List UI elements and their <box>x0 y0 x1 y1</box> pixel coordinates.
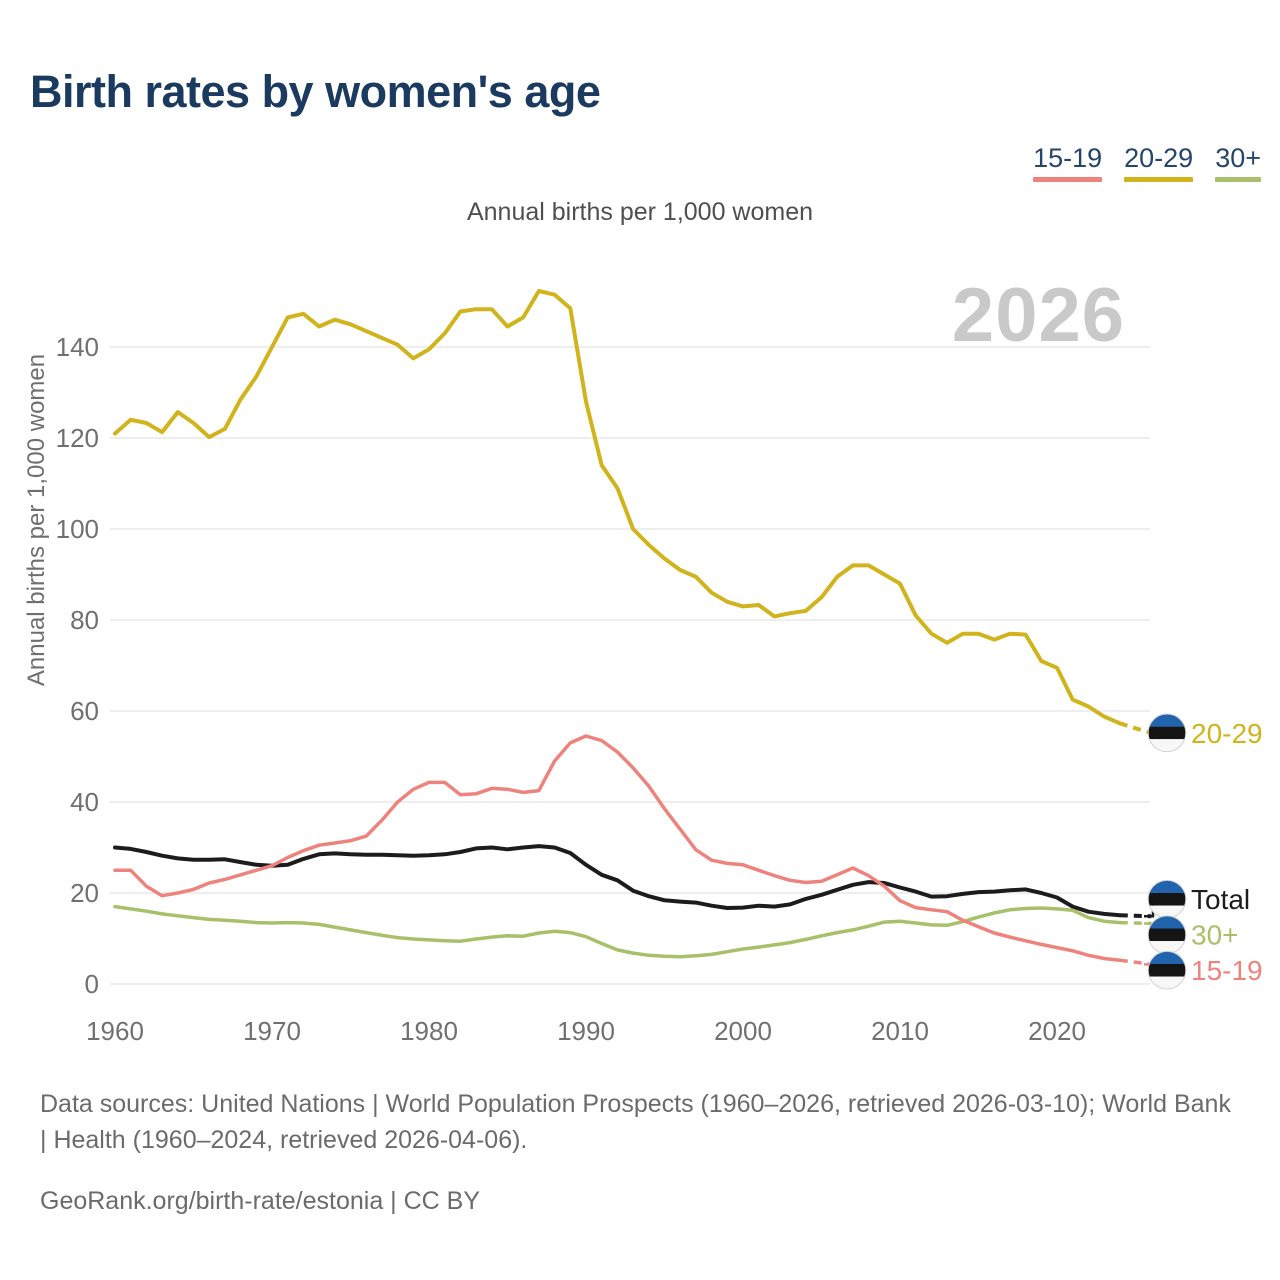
x-axis-tick-labels: 1960 1970 1980 1990 2000 2010 2020 <box>86 1016 1086 1046</box>
series-line-30+[interactable] <box>113 904 1122 959</box>
legend-color-bar <box>1124 177 1194 183</box>
x-tick-label: 1980 <box>400 1016 458 1046</box>
legend: 15-19 20-29 30+ <box>1033 143 1261 183</box>
data-sources-text: Data sources: United Nations | World Pop… <box>40 1090 1231 1154</box>
page-title: Birth rates by women's age <box>30 66 601 117</box>
y-tick-label: 100 <box>56 514 99 544</box>
y-tick-label: 0 <box>85 969 99 999</box>
legend-label: 30+ <box>1215 143 1261 173</box>
y-tick-label: 120 <box>56 423 99 453</box>
x-tick-label: 1970 <box>243 1016 301 1046</box>
series-line-dashed-15-19[interactable] <box>1119 958 1152 967</box>
legend-label: 20-29 <box>1124 143 1194 173</box>
x-tick-label: 2020 <box>1028 1016 1086 1046</box>
x-tick-label: 1960 <box>86 1016 144 1046</box>
y-tick-label: 140 <box>56 332 99 362</box>
flag-border <box>1147 713 1187 753</box>
y-axis-title: Annual births per 1,000 women <box>23 354 50 686</box>
x-tick-label: 2010 <box>871 1016 929 1046</box>
y-tick-label: 40 <box>70 787 99 817</box>
legend-item-15-19[interactable]: 15-19 <box>1033 143 1103 183</box>
series-line-Total[interactable] <box>113 844 1122 918</box>
legend-item-20-29[interactable]: 20-29 <box>1124 143 1194 183</box>
chart-subtitle: Annual births per 1,000 women <box>466 198 814 226</box>
legend-label: 15-19 <box>1033 143 1103 173</box>
watermark-year: 2026 <box>952 273 1125 358</box>
series-line-15-19[interactable] <box>113 734 1122 963</box>
legend-color-bar <box>1215 177 1261 183</box>
attribution-link[interactable]: GeoRank.org/birth-rate/estonia | CC BY <box>40 1187 481 1215</box>
y-axis-tick-labels: 0 20 40 60 80 100 120 140 <box>56 332 99 999</box>
y-tick-label: 20 <box>70 878 99 908</box>
series-end-label-20-29: 20-29 <box>1191 718 1263 749</box>
series-end-label-30+: 30+ <box>1191 920 1239 951</box>
series-end-label-15-19: 15-19 <box>1191 955 1263 986</box>
series-lines <box>113 289 1152 967</box>
legend-item-30plus[interactable]: 30+ <box>1215 143 1261 183</box>
series-line-dashed-30+[interactable] <box>1119 920 1152 926</box>
series-end-label-Total: Total <box>1191 884 1250 915</box>
gridlines <box>110 346 1150 985</box>
y-tick-label: 60 <box>70 696 99 726</box>
x-tick-label: 1990 <box>557 1016 615 1046</box>
series-line-dashed-20-29[interactable] <box>1119 721 1152 735</box>
series-line-dashed-Total[interactable] <box>1119 913 1152 919</box>
legend-color-bar <box>1033 177 1103 183</box>
series-end-markers: Total 30+ 15-19 20-29 <box>1144 713 1263 990</box>
series-line-20-29[interactable] <box>113 289 1122 726</box>
y-tick-label: 80 <box>70 605 99 635</box>
x-tick-label: 2000 <box>714 1016 772 1046</box>
footer: Data sources: United Nations | World Pop… <box>40 1086 1240 1219</box>
flag-border <box>1147 950 1187 990</box>
